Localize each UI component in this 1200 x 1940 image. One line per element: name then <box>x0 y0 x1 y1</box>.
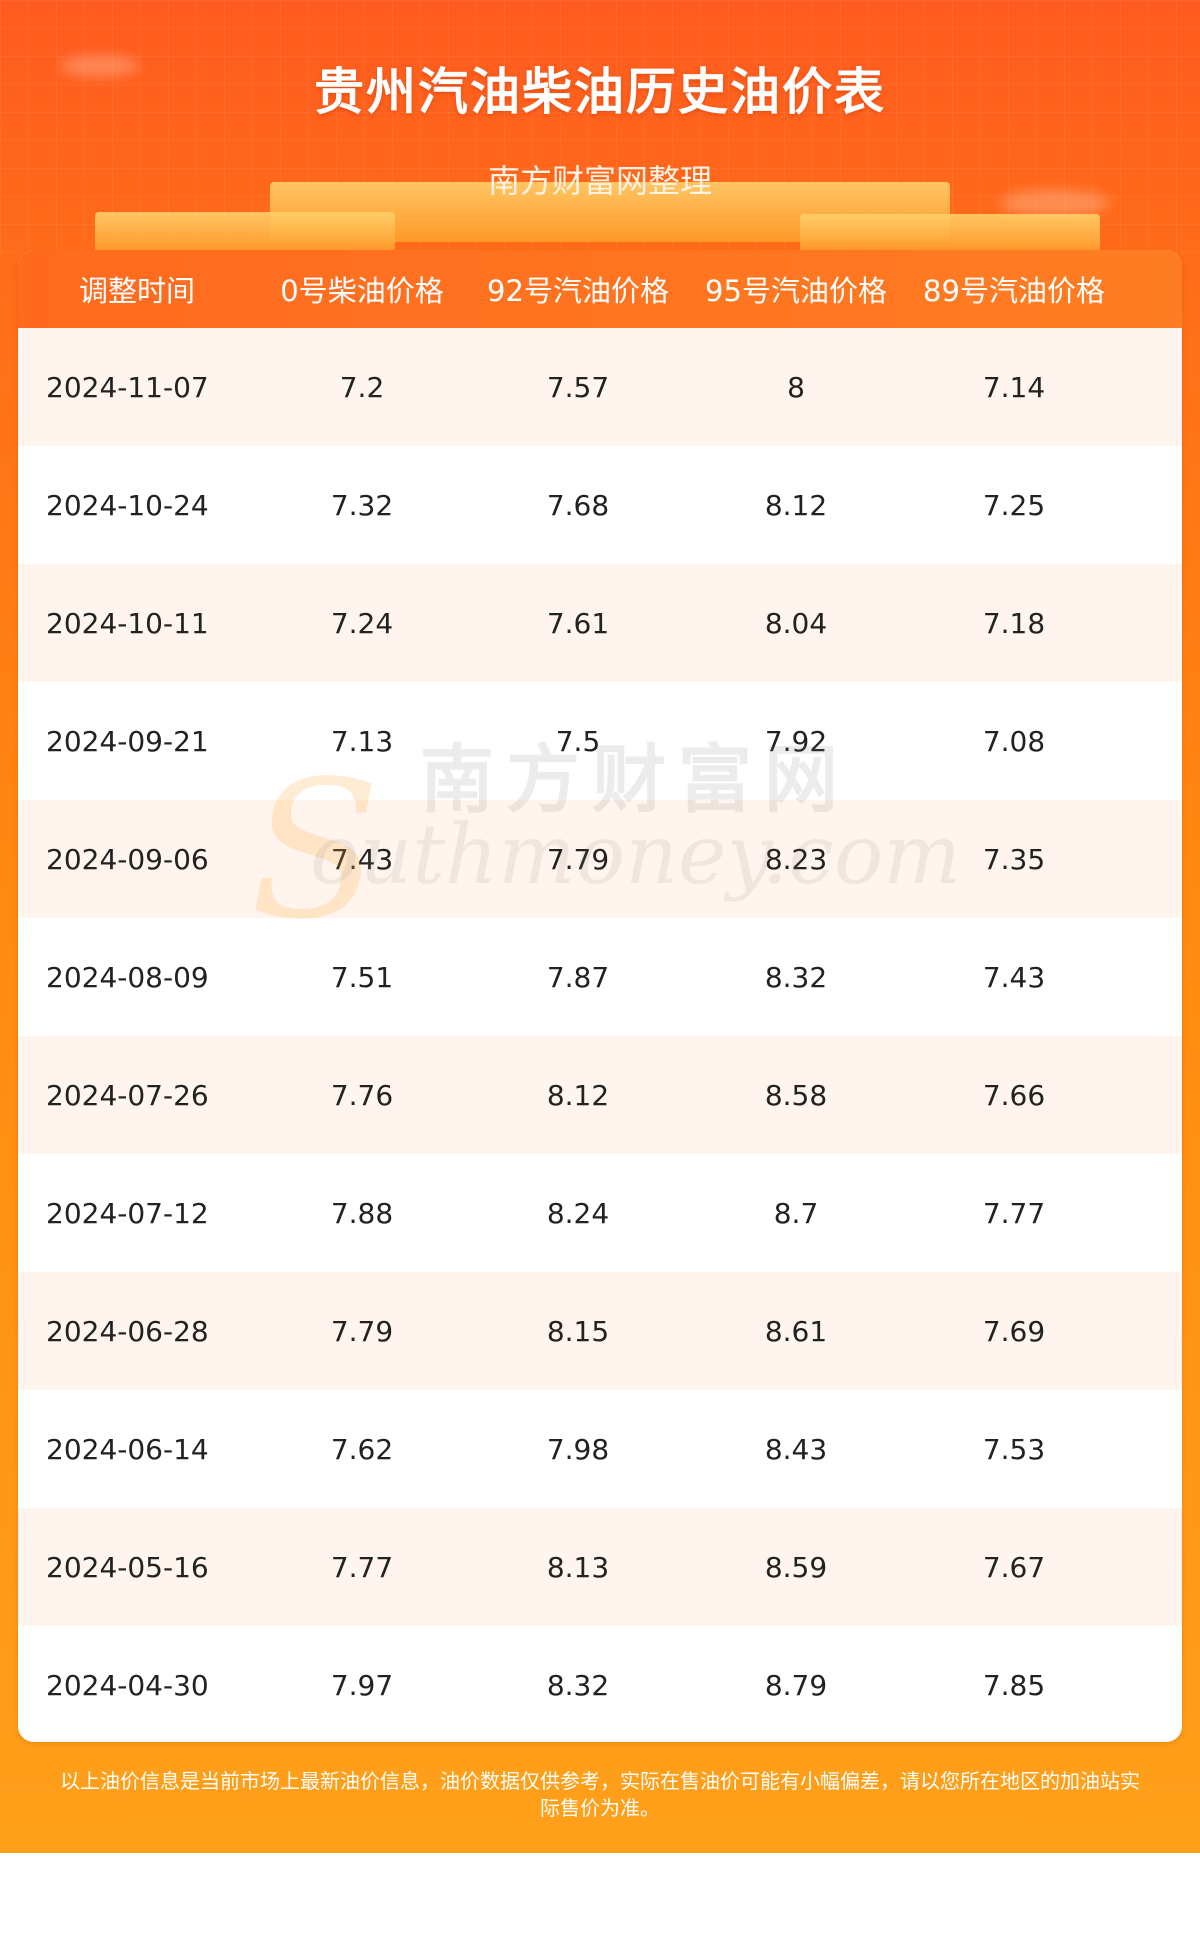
column-header-date: 调整时间 <box>78 274 195 308</box>
cell-diesel-0: 7.43 <box>330 842 394 876</box>
table-row: 2024-08-09 7.51 7.87 8.32 7.43 <box>18 918 1182 1036</box>
banner-block-decoration <box>95 212 395 252</box>
table-row: 2024-06-14 7.62 7.98 8.43 7.53 <box>18 1390 1182 1508</box>
cell-date: 2024-11-07 <box>46 370 209 404</box>
cell-date: 2024-10-24 <box>46 488 209 522</box>
poster-background: 贵州汽油柴油历史油价表 南方财富网整理 调整时间 0号柴油价格 92号汽油价格 … <box>0 0 1200 1853</box>
cell-diesel-0: 7.24 <box>330 606 394 640</box>
cell-gasoline-95: 8 <box>787 370 805 404</box>
cell-date: 2024-04-30 <box>46 1668 209 1702</box>
glow-decoration-left <box>60 55 140 77</box>
cell-gasoline-95: 8.7 <box>773 1196 819 1230</box>
cell-diesel-0: 7.88 <box>330 1196 394 1230</box>
cell-gasoline-95: 8.43 <box>764 1432 828 1466</box>
cell-diesel-0: 7.32 <box>330 488 394 522</box>
cell-gasoline-95: 8.23 <box>764 842 828 876</box>
table-row: 2024-10-11 7.24 7.61 8.04 7.18 <box>18 564 1182 682</box>
cell-gasoline-92: 7.79 <box>546 842 610 876</box>
table-header: 调整时间 0号柴油价格 92号汽油价格 95号汽油价格 89号汽油价格 <box>18 250 1182 328</box>
column-header-gasoline-95: 95号汽油价格 <box>705 274 887 308</box>
cell-gasoline-89: 7.18 <box>982 606 1046 640</box>
table-row: 2024-05-16 7.77 8.13 8.59 7.67 <box>18 1508 1182 1626</box>
glow-decoration-right <box>1000 190 1110 216</box>
table-row: 2024-09-06 7.43 7.79 8.23 7.35 <box>18 800 1182 918</box>
cell-gasoline-89: 7.35 <box>982 842 1046 876</box>
table-body: 2024-11-07 7.2 7.57 8 7.14 2024-10-24 7.32 7.68… <box>18 328 1182 1742</box>
table-row: 2024-07-26 7.76 8.12 8.58 7.66 <box>18 1036 1182 1154</box>
cell-diesel-0: 7.77 <box>330 1550 394 1584</box>
cell-date: 2024-08-09 <box>46 960 209 994</box>
cell-diesel-0: 7.97 <box>330 1668 394 1702</box>
cell-date: 2024-09-06 <box>46 842 209 876</box>
cell-gasoline-92: 7.57 <box>546 370 610 404</box>
disclaimer: 以上油价信息是当前市场上最新油价信息，油价数据仅供参考，实际在售油价可能有小幅偏… <box>0 1768 1200 1822</box>
cell-gasoline-89: 7.69 <box>982 1314 1046 1348</box>
banner-block-decoration <box>800 214 1100 252</box>
cell-diesel-0: 7.76 <box>330 1078 394 1112</box>
cell-gasoline-92: 7.61 <box>546 606 610 640</box>
table-row: 2024-11-07 7.2 7.57 8 7.14 <box>18 328 1182 446</box>
cell-gasoline-89: 7.08 <box>982 724 1046 758</box>
cell-gasoline-95: 8.12 <box>764 488 828 522</box>
cell-diesel-0: 7.13 <box>330 724 394 758</box>
disclaimer-line-2: 际售价为准。 <box>540 1796 660 1820</box>
cell-diesel-0: 7.2 <box>339 370 385 404</box>
cell-date: 2024-07-26 <box>46 1078 209 1112</box>
table-row: 2024-06-28 7.79 8.15 8.61 7.69 <box>18 1272 1182 1390</box>
cell-gasoline-89: 7.25 <box>982 488 1046 522</box>
cell-gasoline-92: 8.32 <box>546 1668 610 1702</box>
page-title: 贵州汽油柴油历史油价表 <box>314 63 886 121</box>
cell-gasoline-95: 8.61 <box>764 1314 828 1348</box>
cell-gasoline-95: 7.92 <box>764 724 828 758</box>
cell-diesel-0: 7.51 <box>330 960 394 994</box>
cell-gasoline-92: 7.87 <box>546 960 610 994</box>
table-row: 2024-04-30 7.97 8.32 8.79 7.85 <box>18 1626 1182 1742</box>
disclaimer-line-1: 以上油价信息是当前市场上最新油价信息，油价数据仅供参考，实际在售油价可能有小幅偏… <box>60 1769 1140 1793</box>
column-header-gasoline-89: 89号汽油价格 <box>923 274 1105 308</box>
table-row: 2024-10-24 7.32 7.68 8.12 7.25 <box>18 446 1182 564</box>
cell-date: 2024-09-21 <box>46 724 209 758</box>
cell-gasoline-89: 7.66 <box>982 1078 1046 1112</box>
cell-gasoline-92: 8.13 <box>546 1550 610 1584</box>
cell-gasoline-95: 8.59 <box>764 1550 828 1584</box>
cell-gasoline-95: 8.79 <box>764 1668 828 1702</box>
cell-date: 2024-05-16 <box>46 1550 209 1584</box>
cell-diesel-0: 7.79 <box>330 1314 394 1348</box>
cell-gasoline-95: 8.04 <box>764 606 828 640</box>
cell-gasoline-92: 8.12 <box>546 1078 610 1112</box>
cell-gasoline-95: 8.58 <box>764 1078 828 1112</box>
cell-date: 2024-06-14 <box>46 1432 209 1466</box>
cell-gasoline-95: 8.32 <box>764 960 828 994</box>
table-row: 2024-09-21 7.13 7.5 7.92 7.08 <box>18 682 1182 800</box>
cell-gasoline-89: 7.53 <box>982 1432 1046 1466</box>
cell-diesel-0: 7.62 <box>330 1432 394 1466</box>
cell-gasoline-89: 7.67 <box>982 1550 1046 1584</box>
column-header-gasoline-92: 92号汽油价格 <box>487 274 669 308</box>
price-table-card: 调整时间 0号柴油价格 92号汽油价格 95号汽油价格 89号汽油价格 2024… <box>18 250 1182 1742</box>
cell-date: 2024-06-28 <box>46 1314 209 1348</box>
cell-date: 2024-07-12 <box>46 1196 209 1230</box>
cell-gasoline-89: 7.85 <box>982 1668 1046 1702</box>
cell-gasoline-92: 8.15 <box>546 1314 610 1348</box>
page-subtitle: 南方财富网整理 <box>487 162 712 200</box>
column-header-diesel-0: 0号柴油价格 <box>280 274 444 308</box>
cell-date: 2024-10-11 <box>46 606 209 640</box>
cell-gasoline-89: 7.77 <box>982 1196 1046 1230</box>
cell-gasoline-92: 7.98 <box>546 1432 610 1466</box>
cell-gasoline-92: 7.5 <box>555 724 601 758</box>
cell-gasoline-92: 7.68 <box>546 488 610 522</box>
cell-gasoline-89: 7.14 <box>982 370 1046 404</box>
cell-gasoline-89: 7.43 <box>982 960 1046 994</box>
cell-gasoline-92: 8.24 <box>546 1196 610 1230</box>
table-row: 2024-07-12 7.88 8.24 8.7 7.77 <box>18 1154 1182 1272</box>
